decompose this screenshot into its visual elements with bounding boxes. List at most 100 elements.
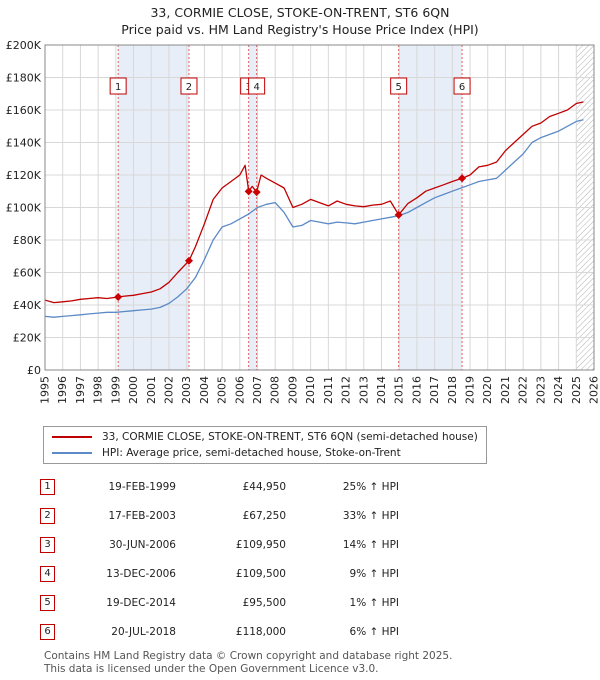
sale-date: 13-DEC-2006 (106, 567, 176, 580)
sale-point (458, 174, 467, 183)
x-tick-label: 1999 (109, 376, 122, 404)
chart-subtitle: Price paid vs. HM Land Registry's House … (121, 22, 479, 37)
sale-number-box (248, 77, 266, 95)
sale-hpi-change: 6% ↑ HPI (349, 625, 399, 638)
x-tick-label: 1996 (56, 376, 69, 404)
sale-date: 19-FEB-1999 (108, 480, 176, 493)
y-tick-label: £40K (13, 299, 42, 312)
sale-price: £109,500 (235, 567, 286, 580)
table-row: 5 19-DEC-2014 £95,500 1% ↑ HPI (40, 588, 399, 617)
sale-number-badge: 6 (40, 623, 55, 640)
x-tick-label: 1995 (39, 376, 52, 404)
x-tick-label: 2005 (216, 376, 229, 404)
x-tick-label: 2021 (499, 376, 512, 404)
sale-price: £95,500 (242, 596, 286, 609)
legend-item-hpi: HPI: Average price, semi-detached house,… (52, 446, 401, 460)
table-row: 3 30-JUN-2006 £109,950 14% ↑ HPI (40, 530, 399, 559)
sale-number-box (390, 77, 408, 95)
x-tick-label: 2012 (340, 376, 353, 404)
legend-item-property: 33, CORMIE CLOSE, STOKE-ON-TRENT, ST6 6Q… (52, 430, 478, 444)
sale-price: £44,950 (242, 480, 286, 493)
table-row: 6 20-JUL-2018 £118,000 6% ↑ HPI (40, 617, 399, 646)
sale-price: £118,000 (235, 625, 286, 638)
sale-point (114, 292, 123, 301)
x-tick-label: 2008 (269, 376, 282, 404)
table-row: 2 17-FEB-2003 £67,250 33% ↑ HPI (40, 501, 399, 530)
legend-label-hpi: HPI: Average price, semi-detached house,… (102, 447, 401, 459)
x-tick-label: 2026 (588, 376, 600, 404)
chart-title: 33, CORMIE CLOSE, STOKE-ON-TRENT, ST6 6Q… (150, 5, 450, 20)
x-tick-label: 2000 (127, 376, 140, 404)
x-tick-label: 2024 (552, 376, 565, 404)
x-tick-label: 2025 (570, 376, 583, 404)
x-tick-label: 2015 (393, 376, 406, 404)
x-tick-label: 2014 (375, 376, 388, 404)
x-tick-label: 2016 (410, 376, 423, 404)
y-tick-label: £160K (6, 104, 42, 117)
sale-point (394, 210, 403, 219)
x-tick-label: 2018 (446, 376, 459, 404)
sale-hpi-change: 9% ↑ HPI (349, 567, 399, 580)
sale-number-label: 1 (115, 82, 121, 93)
sale-date: 20-JUL-2018 (111, 625, 176, 638)
x-tick-label: 2006 (233, 376, 246, 404)
price-chart: 123456 £0£20K£40K£60K£80K£100K£120K£140K… (6, 39, 600, 404)
y-tick-label: £180K (6, 72, 42, 85)
sale-hpi-change: 14% ↑ HPI (342, 538, 399, 551)
legend: 33, CORMIE CLOSE, STOKE-ON-TRENT, ST6 6Q… (43, 426, 487, 464)
legend-swatch-hpi (52, 452, 92, 454)
footer-licence: This data is licensed under the Open Gov… (44, 663, 379, 675)
sale-number-badge: 2 (40, 507, 55, 524)
y-tick-label: £140K (6, 137, 42, 150)
legend-swatch-property (52, 436, 92, 438)
sale-point (252, 188, 261, 197)
table-row: 1 19-FEB-1999 £44,950 25% ↑ HPI (40, 472, 399, 501)
y-tick-label: £20K (13, 332, 42, 345)
sale-hpi-change: 33% ↑ HPI (342, 509, 399, 522)
footer-copyright: Contains HM Land Registry data © Crown c… (44, 650, 453, 662)
sale-number-box (180, 77, 198, 95)
sale-number-label: 5 (395, 82, 401, 93)
sale-number-label: 6 (459, 82, 465, 93)
x-tick-label: 2017 (428, 376, 441, 404)
y-tick-label: £100K (6, 202, 42, 215)
sale-number-badge: 4 (40, 565, 55, 582)
y-tick-label: £60K (13, 267, 42, 280)
sale-hpi-change: 1% ↑ HPI (349, 596, 399, 609)
x-tick-label: 2003 (180, 376, 193, 404)
sale-date: 17-FEB-2003 (108, 509, 176, 522)
sale-price: £109,950 (235, 538, 286, 551)
plot-frame (44, 44, 595, 371)
sale-number-badge: 3 (40, 536, 55, 553)
x-tick-label: 2023 (534, 376, 547, 404)
hpi-line (45, 119, 584, 318)
x-tick-label: 2011 (322, 376, 335, 404)
sale-number-label: 4 (253, 82, 259, 93)
x-tick-label: 2020 (481, 376, 494, 404)
sale-number-box (453, 77, 471, 95)
x-tick-label: 1997 (74, 376, 87, 404)
table-row: 4 13-DEC-2006 £109,500 9% ↑ HPI (40, 559, 399, 588)
y-tick-label: £80K (13, 234, 42, 247)
x-tick-label: 2009 (286, 376, 299, 404)
sale-number-badge: 1 (40, 478, 55, 495)
x-tick-label: 2002 (162, 376, 175, 404)
sale-price: £67,250 (242, 509, 286, 522)
x-tick-label: 2013 (357, 376, 370, 404)
y-tick-label: £120K (6, 169, 42, 182)
sale-point (184, 256, 193, 265)
sale-number-box (109, 77, 127, 95)
sale-number-badge: 5 (40, 594, 55, 611)
x-tick-label: 2019 (464, 376, 477, 404)
x-tick-label: 2001 (145, 376, 158, 404)
x-tick-label: 2022 (517, 376, 530, 404)
property-price-line (45, 101, 584, 304)
sale-date: 19-DEC-2014 (106, 596, 176, 609)
y-tick-label: £0 (27, 364, 41, 377)
sale-point (244, 187, 253, 196)
sale-number-label: 2 (186, 82, 192, 93)
y-tick-label: £200K (6, 39, 42, 52)
x-tick-label: 2007 (251, 376, 264, 404)
sales-table: 1 19-FEB-1999 £44,950 25% ↑ HPI 2 17-FEB… (40, 472, 399, 646)
x-tick-label: 1998 (92, 376, 105, 404)
